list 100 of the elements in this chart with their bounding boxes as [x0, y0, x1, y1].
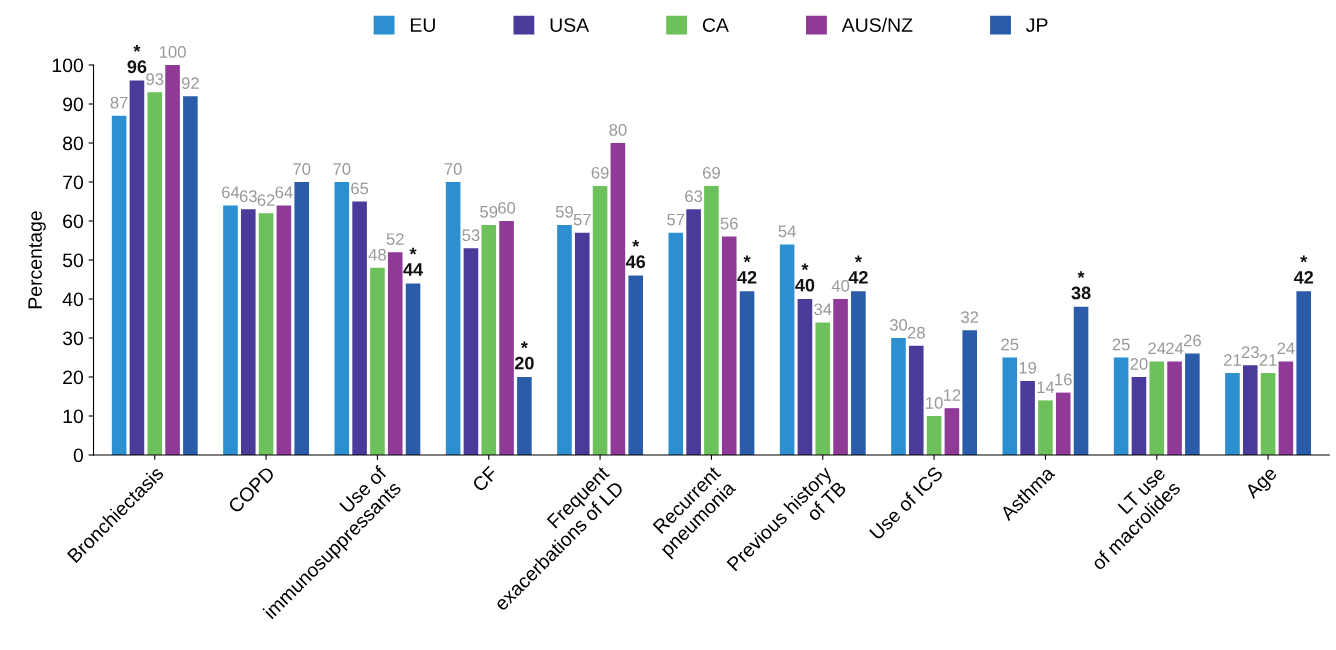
- bar: [833, 299, 848, 455]
- bar: [276, 205, 292, 455]
- data-label: 21: [1259, 354, 1277, 366]
- data-label: * 20: [514, 341, 534, 370]
- bar: [165, 65, 180, 455]
- data-label: 59: [555, 205, 573, 218]
- data-label: 24: [1148, 342, 1166, 355]
- y-tick-label: 20: [63, 370, 84, 385]
- bar: [334, 182, 350, 455]
- data-label: 34: [814, 303, 832, 316]
- bar: [1055, 392, 1071, 455]
- data-label: 56: [720, 217, 738, 230]
- data-label: 40: [831, 280, 850, 292]
- bar: [1149, 361, 1165, 455]
- data-label: 62: [257, 194, 275, 207]
- bar: [815, 322, 831, 455]
- bar: [370, 267, 385, 455]
- bar: [352, 201, 367, 455]
- data-label: 64: [222, 186, 240, 199]
- data-label: 53: [462, 229, 480, 242]
- data-label: 87: [110, 96, 128, 109]
- data-label: * 40: [795, 263, 815, 292]
- data-label: 12: [943, 389, 961, 401]
- data-label: 19: [1019, 361, 1037, 374]
- bar: [721, 236, 737, 455]
- bar: [686, 209, 701, 455]
- bar: [704, 185, 719, 455]
- y-tick-label: 10: [63, 409, 84, 424]
- data-label: 32: [961, 311, 979, 324]
- data-label: * 42: [848, 255, 868, 284]
- data-label: 52: [386, 233, 404, 246]
- bar: [668, 232, 684, 455]
- bar: [1242, 365, 1258, 455]
- data-label: 16: [1055, 373, 1072, 386]
- y-tick-label: 80: [63, 136, 84, 151]
- data-label: 64: [275, 186, 293, 199]
- legend-label: AUS/NZ: [841, 17, 913, 32]
- data-label: 70: [293, 163, 311, 175]
- data-label: 14: [1037, 381, 1055, 394]
- data-label: 93: [146, 73, 164, 86]
- x-tick-label: CF: [471, 465, 499, 493]
- data-label: * 44: [403, 247, 423, 276]
- data-label: 25: [1112, 338, 1130, 351]
- bar: [557, 224, 572, 455]
- data-label: 69: [591, 166, 609, 179]
- data-label: * 46: [625, 240, 646, 269]
- bar: [1296, 291, 1312, 455]
- data-label: 23: [1241, 346, 1259, 359]
- x-tick-label: Age: [1244, 465, 1281, 502]
- bar: [1038, 400, 1053, 455]
- data-label: 59: [480, 205, 498, 218]
- bar: [944, 408, 960, 455]
- bar: [1131, 377, 1147, 455]
- data-label: * 38: [1071, 271, 1091, 300]
- data-label: * 96: [127, 45, 147, 74]
- bar: [517, 377, 532, 455]
- legend-label: CA: [702, 18, 729, 32]
- bar: [851, 291, 866, 455]
- bar: [1113, 357, 1129, 455]
- bar: [147, 92, 163, 455]
- y-axis-title: Percentage: [28, 211, 46, 309]
- y-tick-label: 60: [63, 214, 84, 229]
- bar: [1020, 380, 1035, 455]
- bar: [223, 205, 238, 455]
- data-label: 60: [498, 202, 516, 214]
- data-label: 57: [573, 213, 591, 226]
- legend-label: EU: [410, 18, 435, 32]
- data-label: 48: [368, 248, 386, 261]
- data-label: 26: [1183, 334, 1201, 347]
- data-label: 10: [926, 397, 943, 409]
- bar: [628, 275, 644, 455]
- data-label: 21: [1224, 354, 1241, 366]
- bar: [445, 182, 461, 455]
- bar: [610, 143, 626, 455]
- bar: [111, 115, 127, 455]
- bar: [405, 283, 421, 455]
- data-label: * 42: [737, 255, 757, 284]
- data-label: * 42: [1293, 255, 1314, 284]
- data-label: 54: [778, 225, 796, 238]
- bar: [574, 232, 590, 455]
- bar: [926, 416, 942, 455]
- y-tick-label: 30: [62, 331, 84, 346]
- bar: [1167, 361, 1182, 455]
- bar: [1278, 361, 1294, 455]
- bar: [463, 248, 479, 455]
- y-tick-label: 70: [63, 175, 84, 190]
- y-tick-label: 90: [63, 97, 84, 112]
- bar: [891, 338, 906, 455]
- data-label: 24: [1166, 342, 1184, 355]
- bar: [499, 221, 514, 455]
- x-tick-label: Use of ICS: [868, 465, 944, 541]
- bar: [294, 182, 310, 455]
- data-label: 24: [1277, 342, 1295, 355]
- data-label: 65: [351, 182, 369, 195]
- y-tick-label: 50: [62, 253, 84, 268]
- bar: [1185, 353, 1200, 455]
- bar: [1225, 373, 1240, 455]
- data-label: 63: [239, 190, 257, 203]
- bar: [592, 185, 608, 455]
- legend-label: JP: [1026, 18, 1048, 32]
